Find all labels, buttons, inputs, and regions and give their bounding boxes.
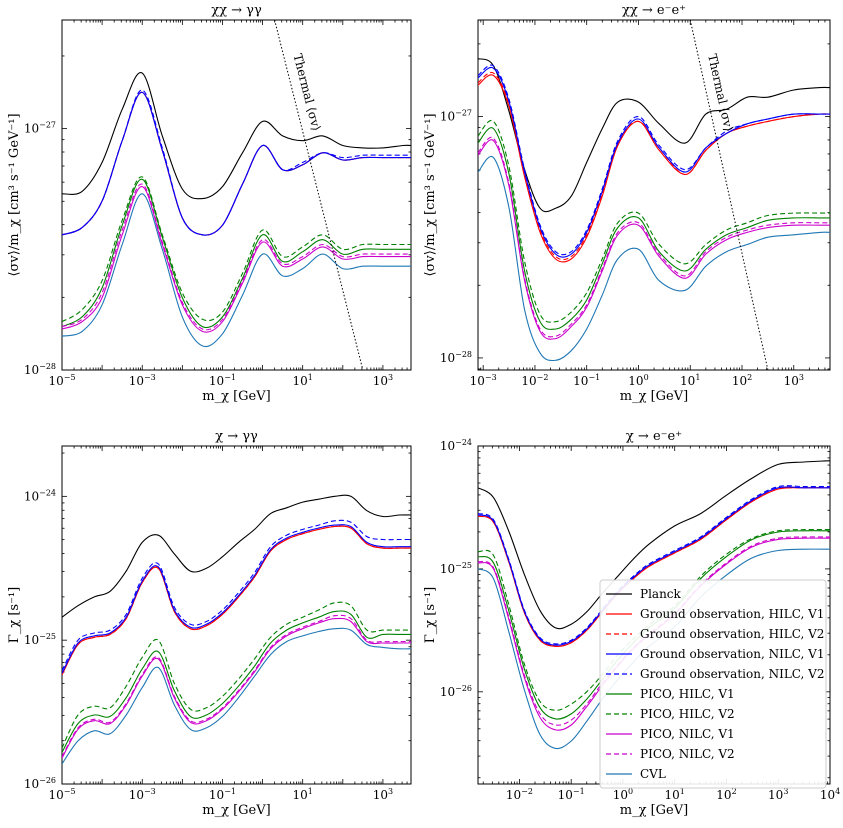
legend-entry: Ground observation, NILC, V1 [640,647,824,661]
x-tick-label: 10−2 [521,373,548,388]
legend-entry: Ground observation, NILC, V2 [640,667,824,681]
series-line [62,524,411,674]
x-tick-label: 102 [732,373,752,388]
series-line [62,183,411,331]
chart-title: χ → e⁻e⁺ [626,429,682,444]
thermal-annotation: Thermal ⟨σv⟩ [291,52,324,132]
y-tick-label: 10−24 [24,488,56,503]
series-line [62,494,411,618]
series-line [478,119,830,323]
x-tick-label: 10−1 [573,373,600,388]
x-tick-label: 10−2 [506,787,533,802]
x-tick-label: 10−1 [209,787,236,802]
chart-title: χ → γγ [215,429,258,444]
x-tick-label: 10−3 [129,373,156,388]
series-line [478,127,830,330]
chart-p2: 10−3 10−2 10−1 100 101 102 103 10−28 10−27 χχ → e… [423,3,831,404]
x-tick-label: 103 [373,787,393,802]
x-tick-label: 100 [613,787,633,802]
y-tick-label: 10−25 [440,561,472,576]
y-axis-label: ⟨σv⟩/m_χ [cm³ s⁻¹ GeV⁻¹] [423,113,438,276]
y-axis-label: Γ_χ [s⁻¹] [423,587,438,643]
legend-entry: PICO, NILC, V2 [640,747,735,761]
x-axis-label: m_χ [GeV] [620,389,688,404]
y-tick-label: 10−26 [440,684,472,699]
series-line [478,66,830,258]
series-line [62,525,411,675]
series-line [62,601,411,749]
x-tick-label: 10−5 [48,787,75,802]
x-tick-label: 101 [680,373,700,388]
thermal-line [689,20,769,370]
y-tick-label: 10−25 [24,632,56,647]
x-tick-label: 103 [784,373,804,388]
x-tick-label: 10−3 [129,787,156,802]
series-line [478,58,830,213]
series-line [62,72,411,200]
plot-frame [61,445,412,785]
series-line [478,485,830,645]
series-line [62,193,411,348]
chart-p1: 10−5 10−3 10−1 101 103 10−28 10−27 χχ → γγ m_χ [… [7,3,412,404]
series-line [478,71,830,261]
x-tick-label: 101 [293,787,313,802]
series-line [478,460,830,630]
y-tick-label: 10−26 [24,776,56,791]
series-line [62,176,411,323]
x-tick-label: 10−1 [558,787,585,802]
series-line [62,614,411,757]
legend-entry: CVL [640,767,666,781]
y-tick-label: 10−28 [440,350,472,365]
x-axis-label: m_χ [GeV] [620,803,688,818]
chart-title: χχ → γγ [211,3,262,18]
x-axis-label: m_χ [GeV] [202,803,270,818]
x-tick-label: 101 [293,373,313,388]
series-line [62,91,411,236]
series-line [62,525,411,675]
y-tick-label: 10−24 [440,438,472,453]
chart-title: χχ → e⁻e⁺ [622,3,686,18]
series-line [478,139,830,340]
legend-entry: Planck [640,587,682,601]
x-axis-label: m_χ [GeV] [202,389,270,404]
series-line [62,627,411,765]
legend: Planck Ground observation, HILC, V1 Ground… [599,579,827,789]
y-tick-label: 10−28 [24,362,56,377]
x-tick-label: 10−1 [209,373,236,388]
series-line [478,64,830,256]
series-line [62,617,411,759]
thermal-line [274,20,364,370]
y-axis-label: Γ_χ [s⁻¹] [7,587,22,643]
series-line [62,519,411,671]
series-line [62,178,411,329]
y-axis-label: ⟨σv⟩/m_χ [cm³ s⁻¹ GeV⁻¹] [7,113,22,276]
legend-entry: PICO, NILC, V1 [640,727,735,741]
legend-box [599,579,827,789]
plot-frame [61,19,412,371]
x-tick-label: 100 [628,373,648,388]
x-tick-label: 10−3 [470,373,497,388]
x-tick-label: 101 [665,787,685,802]
x-tick-label: 10−5 [48,373,75,388]
x-tick-label: 103 [373,373,393,388]
y-tick-label: 10−27 [440,109,472,124]
x-tick-label: 102 [716,787,736,802]
series-line [62,186,411,333]
series-line [478,74,830,263]
x-tick-label: 103 [768,787,788,802]
series-line [478,155,830,362]
legend-entry: Ground observation, HILC, V1 [640,607,824,621]
legend-entry: PICO, HILC, V2 [640,707,735,721]
chart-p3: 10−5 10−3 10−1 101 103 10−26 10−25 10−24 χ → γγ m… [7,429,412,818]
series-line [62,610,411,753]
legend-entry: Ground observation, HILC, V2 [640,627,824,641]
x-tick-label: 104 [820,787,840,802]
y-tick-label: 10−27 [24,121,56,136]
thermal-annotation: Thermal ⟨σv⟩ [705,53,736,133]
legend-entry: PICO, HILC, V1 [640,687,735,701]
